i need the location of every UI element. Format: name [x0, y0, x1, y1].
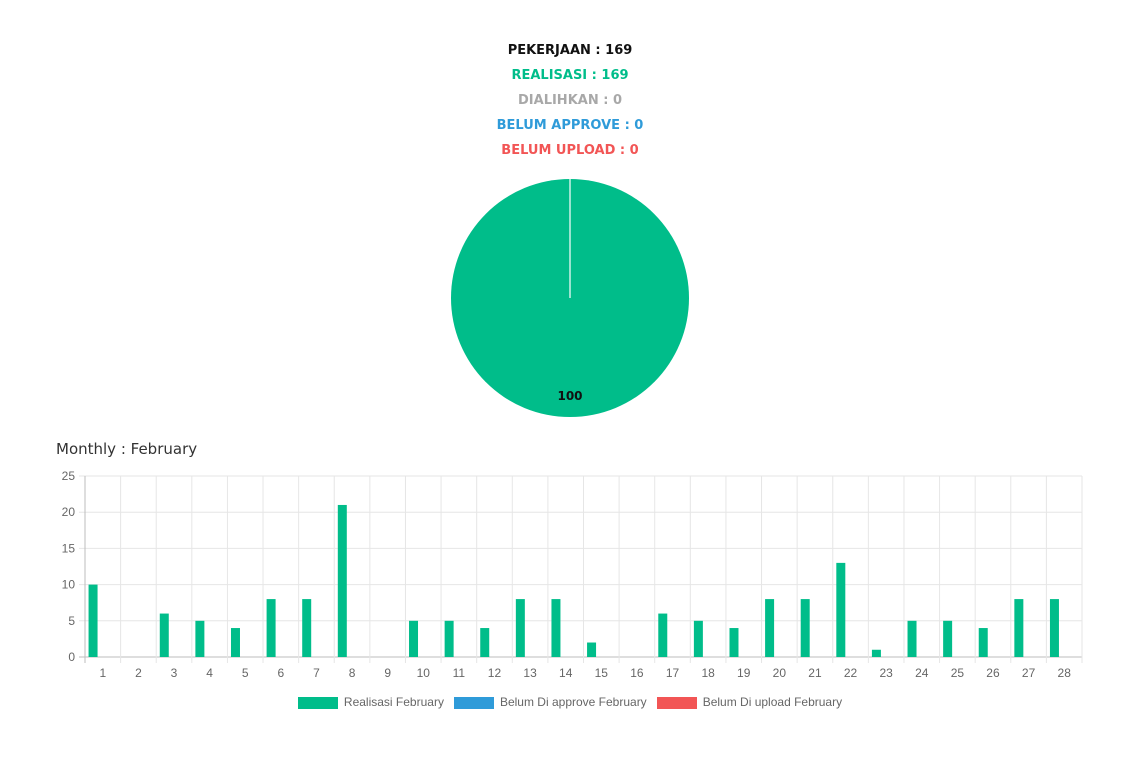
x-tick-label: 27 — [1022, 666, 1036, 680]
summary-panel: PEKERJAAN : 169 REALISASI : 169 DIALIHKA… — [0, 38, 1140, 163]
x-tick-label: 20 — [773, 666, 787, 680]
x-tick-label: 8 — [349, 666, 356, 680]
dialihkan-total: DIALIHKAN : 0 — [518, 93, 622, 108]
x-tick-label: 19 — [737, 666, 751, 680]
legend-swatch — [297, 696, 338, 709]
monthly-chart-title: Monthly : February — [56, 440, 198, 458]
bar-realisasi-february-11[interactable] — [444, 620, 454, 657]
bar-realisasi-february-24[interactable] — [907, 620, 917, 657]
y-tick-label: 25 — [62, 469, 76, 483]
x-tick-label: 13 — [523, 666, 537, 680]
bar-realisasi-february-4[interactable] — [195, 620, 205, 657]
bar-realisasi-february-18[interactable] — [693, 620, 703, 657]
x-tick-label: 5 — [242, 666, 249, 680]
bar-realisasi-february-10[interactable] — [409, 620, 419, 657]
bar-realisasi-february-20[interactable] — [765, 599, 775, 657]
x-tick-label: 15 — [595, 666, 609, 680]
x-tick-label: 22 — [844, 666, 858, 680]
pie-chart-container: 100 — [440, 170, 700, 434]
pie-data-label: 100 — [557, 389, 582, 403]
x-tick-label: 21 — [808, 666, 822, 680]
bar-realisasi-february-28[interactable] — [1049, 599, 1059, 657]
x-tick-label: 23 — [879, 666, 893, 680]
x-tick-label: 3 — [171, 666, 178, 680]
x-tick-label: 25 — [951, 666, 965, 680]
bar-realisasi-february-5[interactable] — [230, 628, 240, 657]
x-tick-label: 2 — [135, 666, 142, 680]
bar-realisasi-february-1[interactable] — [88, 584, 98, 657]
x-tick-label: 17 — [666, 666, 680, 680]
bar-realisasi-february-22[interactable] — [836, 562, 846, 657]
legend-swatch — [453, 696, 494, 709]
y-tick-label: 20 — [62, 505, 76, 519]
bar-realisasi-february-27[interactable] — [1014, 599, 1024, 657]
x-tick-label: 7 — [313, 666, 320, 680]
legend-item[interactable]: Belum Di upload February — [656, 694, 843, 709]
legend-item[interactable]: Belum Di approve February — [453, 694, 647, 709]
legend-label: Belum Di approve February — [499, 694, 647, 709]
y-tick-label: 15 — [62, 541, 76, 555]
bar-realisasi-february-6[interactable] — [266, 599, 276, 657]
x-tick-label: 1 — [99, 666, 106, 680]
y-tick-label: 5 — [68, 614, 75, 628]
y-tick-label: 0 — [68, 650, 75, 664]
chart-legend: Realisasi February Belum Di approve Febru… — [0, 694, 1140, 709]
belum-approve-total: BELUM APPROVE : 0 — [496, 118, 644, 133]
legend-item[interactable]: Realisasi February — [297, 694, 444, 709]
pie-chart[interactable]: 100 — [440, 170, 700, 430]
bar-realisasi-february-3[interactable] — [159, 613, 169, 657]
bar-realisasi-february-8[interactable] — [337, 504, 347, 657]
x-tick-label: 18 — [701, 666, 715, 680]
bar-realisasi-february-25[interactable] — [943, 620, 953, 657]
legend-swatch — [656, 696, 697, 709]
legend-label: Belum Di upload February — [702, 694, 843, 709]
realisasi-total: REALISASI : 169 — [511, 68, 629, 83]
x-tick-label: 4 — [206, 666, 213, 680]
x-tick-label: 16 — [630, 666, 644, 680]
bar-realisasi-february-21[interactable] — [800, 599, 810, 657]
y-tick-label: 10 — [62, 578, 76, 592]
x-tick-label: 11 — [453, 666, 466, 680]
x-tick-label: 10 — [417, 666, 431, 680]
x-tick-label: 14 — [559, 666, 573, 680]
bar-realisasi-february-26[interactable] — [978, 628, 988, 657]
x-tick-label: 6 — [277, 666, 284, 680]
bar-realisasi-february-14[interactable] — [551, 599, 561, 657]
bar-realisasi-february-12[interactable] — [480, 628, 490, 657]
x-tick-label: 26 — [986, 666, 1000, 680]
x-tick-label: 12 — [488, 666, 502, 680]
x-tick-label: 9 — [384, 666, 391, 680]
bar-realisasi-february-13[interactable] — [515, 599, 525, 657]
x-tick-label: 24 — [915, 666, 929, 680]
bar-realisasi-february-19[interactable] — [729, 628, 739, 657]
bar-realisasi-february-17[interactable] — [658, 613, 668, 657]
x-tick-label: 28 — [1058, 666, 1072, 680]
pekerjaan-total: PEKERJAAN : 169 — [507, 43, 633, 58]
bar-realisasi-february-7[interactable] — [302, 599, 312, 657]
bar-chart-container: 0 5 10 15 20 25 1 2 3 4 5 6 7 8 9 10 11 12 13 14 15 16 17 18 19 2… — [50, 462, 1090, 691]
bar-realisasi-february-23[interactable] — [871, 649, 881, 657]
legend-label: Realisasi February — [343, 694, 444, 709]
belum-upload-total: BELUM UPLOAD : 0 — [501, 143, 639, 158]
bar-realisasi-february-15[interactable] — [587, 642, 597, 657]
